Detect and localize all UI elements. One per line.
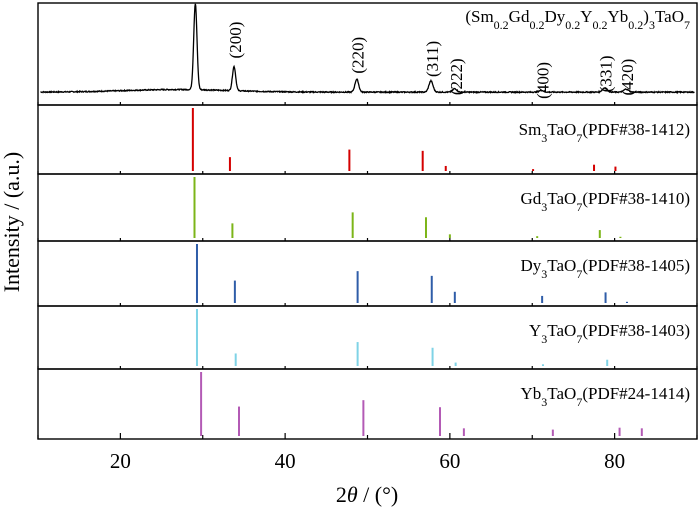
x-tick-label: 20: [110, 449, 131, 473]
reference-panel-frame-5: [37, 368, 698, 440]
reference-label: Gd3TaO7(PDF#38-1410): [521, 189, 690, 214]
reference-label: Yb3TaO7(PDF#24-1414): [521, 384, 690, 409]
axes-layer: 20 40 60 80 2θ / (°) Intensity / (a.u.): [0, 102, 698, 507]
peak-label: (311): [423, 41, 442, 77]
sample-formula-title: (Sm0.2Gd0.2Dy0.2Y0.2Yb0.2)3TaO7: [465, 7, 690, 32]
y-axis-title: Intensity / (a.u.): [0, 152, 24, 293]
panels-layer: (111)(200)(220)(311)(222)(400)(331)(420)…: [37, 2, 698, 440]
peak-label: (331): [597, 55, 616, 92]
peak-label: (220): [349, 37, 368, 74]
reference-label: Y3TaO7(PDF#38-1403): [529, 321, 690, 346]
x-axis-title: 2θ / (°): [336, 482, 398, 507]
peak-label: (400): [533, 62, 552, 99]
x-tick-label: 40: [275, 449, 296, 473]
reference-label: Dy3TaO7(PDF#38-1405): [521, 256, 690, 281]
peak-label: (200): [226, 22, 245, 59]
x-tick-label: 80: [604, 449, 625, 473]
sample-xrd-curve: [40, 3, 695, 95]
reference-label: Sm3TaO7(PDF#38-1412): [519, 120, 690, 145]
peak-label: (222): [447, 58, 466, 95]
peak-label: (420): [618, 59, 637, 96]
x-tick-label: 60: [439, 449, 460, 473]
reference-panel-frame-1: [37, 104, 698, 175]
